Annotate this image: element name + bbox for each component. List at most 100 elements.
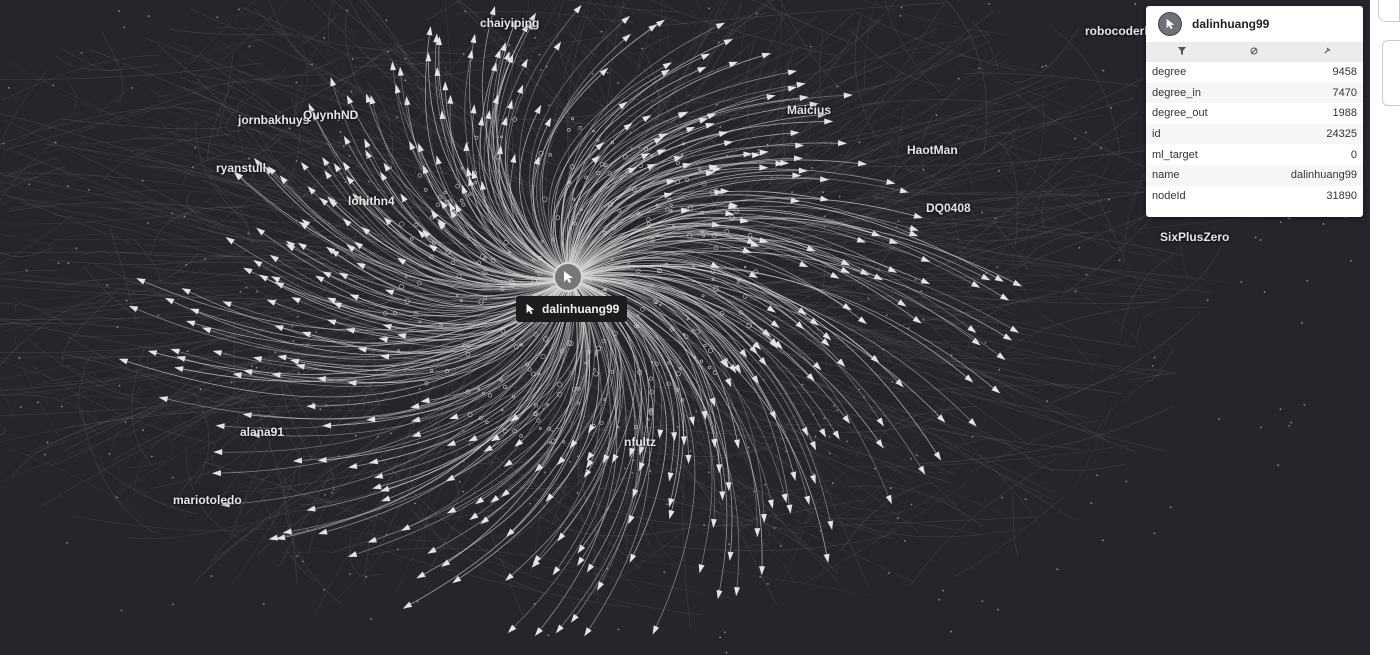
graph-node[interactable]	[599, 420, 604, 425]
graph-node[interactable]	[503, 384, 508, 389]
graph-node[interactable]	[171, 212, 174, 215]
graph-node[interactable]	[456, 294, 459, 297]
graph-node[interactable]	[499, 378, 503, 382]
graph-node[interactable]	[719, 126, 722, 128]
graph-node[interactable]	[997, 608, 999, 611]
graph-node[interactable]	[701, 181, 707, 187]
graph-node[interactable]	[823, 215, 826, 218]
graph-node[interactable]	[108, 453, 111, 455]
graph-node[interactable]	[1349, 260, 1352, 262]
graph-node[interactable]	[147, 221, 149, 224]
graph-node[interactable]	[640, 307, 645, 312]
graph-node[interactable]	[586, 349, 591, 354]
graph-node[interactable]	[643, 147, 648, 152]
graph-node[interactable]	[601, 339, 606, 344]
graph-node[interactable]	[984, 342, 987, 344]
graph-node[interactable]	[490, 258, 496, 263]
graph-node[interactable]	[666, 503, 669, 506]
graph-node[interactable]	[462, 343, 467, 348]
graph-node[interactable]	[1240, 281, 1243, 283]
graph-node[interactable]	[210, 575, 213, 578]
graph-node[interactable]	[509, 279, 514, 285]
graph-node[interactable]	[123, 26, 126, 29]
graph-node[interactable]	[416, 600, 419, 603]
graph-node[interactable]	[822, 191, 824, 194]
graph-node[interactable]	[542, 336, 549, 342]
graph-node[interactable]	[610, 258, 614, 261]
graph-node[interactable]	[726, 154, 729, 157]
graph-node[interactable]	[753, 269, 759, 275]
graph-node[interactable]	[649, 389, 654, 395]
graph-node[interactable]	[191, 166, 194, 168]
graph-node[interactable]	[833, 405, 835, 407]
graph-node[interactable]	[37, 401, 39, 404]
graph-node[interactable]	[186, 350, 189, 353]
graph-node[interactable]	[753, 490, 755, 493]
graph-node[interactable]	[682, 333, 686, 336]
graph-node[interactable]	[838, 195, 841, 198]
graph-node[interactable]	[1217, 418, 1220, 420]
graph-node[interactable]	[641, 47, 644, 50]
graph-node[interactable]	[811, 166, 813, 169]
graph-node[interactable]	[274, 351, 277, 354]
graph-node[interactable]	[509, 52, 511, 55]
graph-node[interactable]	[617, 426, 620, 429]
graph-node[interactable]	[430, 215, 434, 220]
graph-node[interactable]	[547, 634, 550, 637]
graph-node[interactable]	[295, 160, 298, 162]
graph-node[interactable]	[1206, 299, 1209, 302]
graph-node[interactable]	[779, 544, 782, 547]
graph-node[interactable]	[910, 457, 912, 460]
graph-node[interactable]	[502, 427, 505, 430]
graph-node[interactable]	[887, 572, 890, 574]
graph-node[interactable]	[585, 470, 588, 473]
graph-node[interactable]	[636, 324, 640, 328]
graph-node[interactable]	[742, 294, 748, 299]
graph-node[interactable]	[295, 81, 298, 84]
graph-node[interactable]	[1102, 69, 1105, 72]
graph-node[interactable]	[663, 571, 666, 574]
graph-node[interactable]	[938, 598, 940, 601]
graph-node[interactable]	[480, 253, 486, 260]
graph-node[interactable]	[1041, 66, 1044, 68]
graph-node[interactable]	[606, 71, 609, 74]
graph-node[interactable]	[500, 408, 504, 412]
graph-node[interactable]	[247, 232, 250, 235]
graph-node[interactable]	[346, 169, 349, 171]
graph-node[interactable]	[377, 188, 380, 191]
graph-node[interactable]	[418, 388, 421, 391]
graph-node[interactable]	[455, 183, 460, 189]
graph-node[interactable]	[610, 140, 614, 145]
graph-node[interactable]	[118, 384, 121, 387]
node-label-sixpluszero[interactable]: SixPlusZero	[1160, 230, 1230, 244]
graph-node[interactable]	[424, 381, 429, 386]
graph-node[interactable]	[533, 412, 538, 416]
graph-node[interactable]	[1303, 403, 1306, 406]
graph-node[interactable]	[7, 87, 10, 89]
graph-node[interactable]	[569, 460, 571, 463]
graph-node[interactable]	[450, 260, 456, 265]
graph-node[interactable]	[194, 147, 197, 149]
graph-node[interactable]	[724, 631, 726, 634]
graph-node[interactable]	[889, 487, 892, 489]
graph-node[interactable]	[534, 403, 539, 408]
graph-node[interactable]	[647, 418, 650, 421]
graph-node[interactable]	[417, 173, 422, 178]
graph-node[interactable]	[680, 398, 685, 402]
graph-node[interactable]	[823, 225, 826, 228]
graph-node[interactable]	[638, 163, 643, 168]
graph-node[interactable]	[632, 406, 635, 409]
graph-node[interactable]	[630, 455, 632, 458]
graph-node[interactable]	[447, 199, 452, 204]
graph-node[interactable]	[957, 77, 960, 80]
graph-node[interactable]	[508, 44, 511, 46]
graph-node[interactable]	[386, 533, 388, 536]
graph-node[interactable]	[541, 240, 544, 243]
graph-node[interactable]	[676, 425, 679, 428]
graph-node[interactable]	[1110, 106, 1113, 109]
graph-node[interactable]	[1263, 291, 1266, 293]
graph-node[interactable]	[323, 37, 326, 39]
graph-node[interactable]	[672, 224, 676, 228]
graph-node[interactable]	[665, 207, 670, 212]
graph-node[interactable]	[994, 217, 997, 220]
